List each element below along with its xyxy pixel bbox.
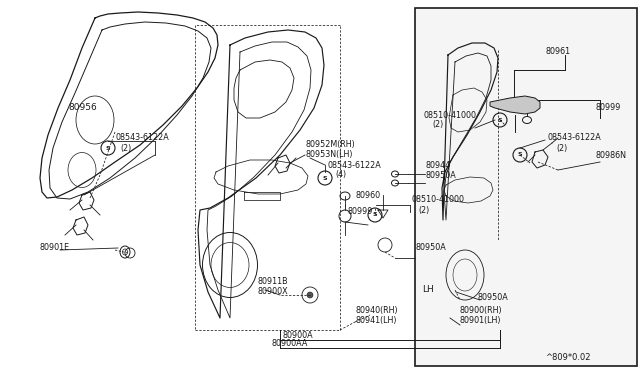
Text: (2): (2): [418, 205, 429, 215]
Text: 80960: 80960: [355, 190, 380, 199]
Text: 80900(RH): 80900(RH): [460, 305, 502, 314]
Text: S: S: [372, 212, 378, 218]
Text: (2): (2): [432, 121, 444, 129]
Circle shape: [307, 292, 313, 298]
Text: 80900X: 80900X: [258, 288, 289, 296]
Polygon shape: [490, 96, 540, 114]
Text: 80911B: 80911B: [258, 278, 289, 286]
Text: 80950A: 80950A: [425, 170, 456, 180]
Text: 80900A: 80900A: [283, 330, 314, 340]
Text: 80953N(LH): 80953N(LH): [305, 151, 353, 160]
Text: 80986N: 80986N: [596, 151, 627, 160]
Text: (2): (2): [120, 144, 131, 153]
Text: 08543-6122A: 08543-6122A: [548, 134, 602, 142]
Text: ^809*0.02: ^809*0.02: [545, 353, 591, 362]
Text: 80961: 80961: [545, 48, 570, 57]
Text: 08510-41000: 08510-41000: [412, 196, 465, 205]
Text: 80940(RH): 80940(RH): [355, 305, 397, 314]
Text: 80944: 80944: [425, 160, 450, 170]
Bar: [415, 8, 637, 366]
Text: S: S: [323, 176, 327, 180]
Text: S: S: [518, 153, 522, 157]
Text: 08543-6122A: 08543-6122A: [115, 134, 169, 142]
Text: S: S: [106, 145, 110, 151]
Text: 80999: 80999: [595, 103, 620, 112]
Text: 80941(LH): 80941(LH): [355, 315, 397, 324]
Text: 08543-6122A: 08543-6122A: [328, 160, 381, 170]
Text: LH: LH: [422, 285, 434, 295]
Text: 80956: 80956: [68, 103, 97, 112]
Text: (2): (2): [556, 144, 567, 153]
Text: 08510-41000: 08510-41000: [424, 110, 477, 119]
Text: 80950A: 80950A: [478, 294, 509, 302]
Text: 80900AA: 80900AA: [272, 340, 308, 349]
Text: 80950A: 80950A: [415, 244, 445, 253]
Text: 80999: 80999: [348, 208, 373, 217]
Text: 80952M(RH): 80952M(RH): [305, 141, 355, 150]
Text: 80901E: 80901E: [40, 244, 70, 253]
Text: 80901(LH): 80901(LH): [460, 315, 502, 324]
Text: (4): (4): [335, 170, 346, 180]
Text: S: S: [498, 118, 502, 122]
